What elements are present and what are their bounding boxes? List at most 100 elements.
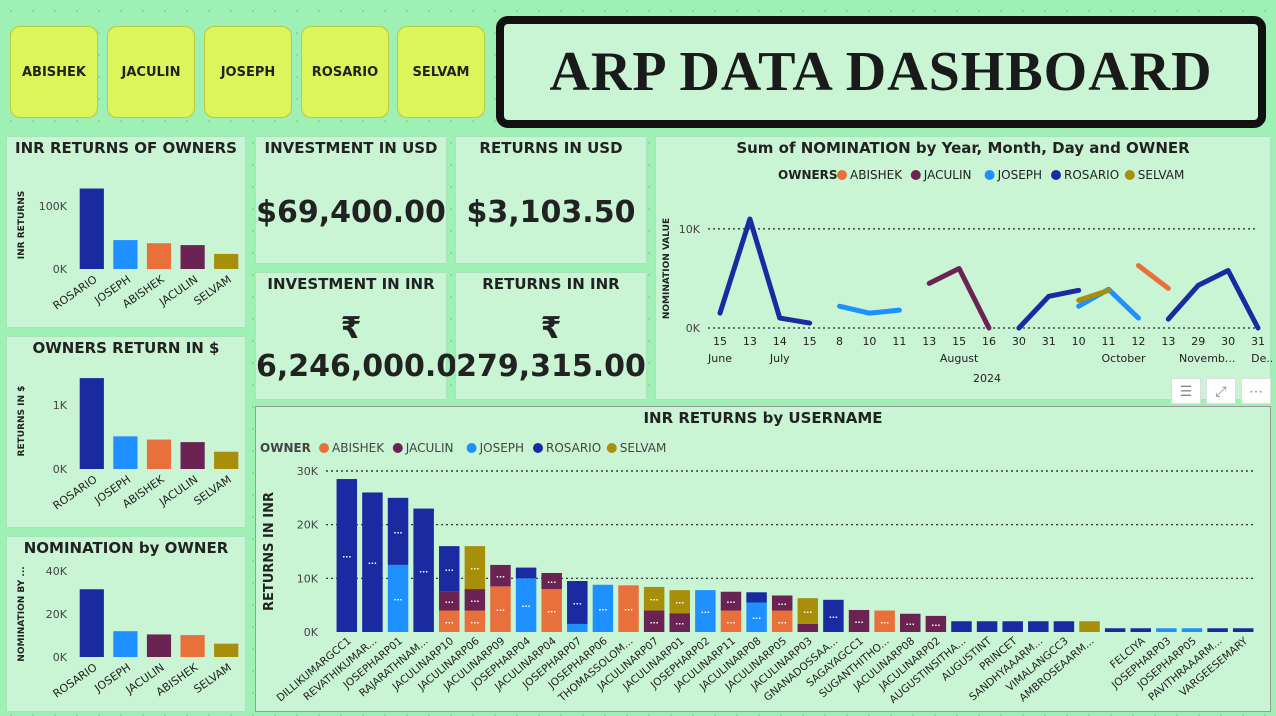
bar [113, 436, 138, 469]
x-tick-label: 30 [1221, 335, 1235, 348]
bar-segment [951, 621, 972, 632]
y-tick-label: 0K [53, 651, 68, 664]
x-tick-label: 30 [1012, 335, 1026, 348]
bar [79, 188, 104, 269]
returns-inr-value: 279,315.00 [456, 349, 646, 384]
legend-marker [1051, 170, 1061, 180]
data-label-placeholder: ... [675, 618, 684, 627]
legend-label: ABISHEK [332, 441, 385, 455]
bar-segment [1207, 628, 1228, 632]
x-tick-label: ROSARIO [51, 273, 100, 313]
bar-segment [541, 589, 562, 632]
data-label-placeholder: ... [445, 616, 454, 625]
year-label: 2024 [973, 372, 1001, 385]
returns-inr-card[interactable]: RETURNS IN INR ₹ 279,315.00 [455, 272, 647, 400]
x-tick-label: ROSARIO [51, 473, 100, 513]
legend-marker [606, 443, 617, 453]
bar [180, 442, 205, 469]
legend-label: SELVAM [620, 441, 667, 455]
owners-return-usd-panel[interactable]: OWNERS RETURN IN $ RETURNS IN $ 0K 1K ROSAR… [6, 336, 246, 528]
focus-mode-icon[interactable]: ⤢ [1206, 378, 1236, 404]
bar-segment [362, 492, 383, 632]
data-label-placeholder: ... [470, 595, 479, 604]
slicer-button-joseph[interactable]: JOSEPH [204, 26, 292, 118]
data-label-placeholder: ... [650, 616, 659, 625]
bar [146, 634, 172, 657]
y-axis-label: NOMINATION VALUE [662, 218, 672, 319]
inr-returns-owners-panel[interactable]: INR RETURNS OF OWNERS INR RETURNS 0K 100K R… [6, 136, 246, 328]
legend-marker [837, 170, 847, 180]
returns-usd-card[interactable]: RETURNS IN USD $3,103.50 [455, 136, 647, 264]
data-label-placeholder: ... [701, 606, 710, 615]
slicer-button-abishek[interactable]: ABISHEK [10, 26, 98, 118]
nomination-by-owner-chart: NOMINATION BY ... 0K20K40KROSARIOJOSEPHJA… [17, 565, 239, 701]
bar-segment [515, 578, 537, 632]
data-label-placeholder: ... [726, 596, 735, 605]
slicer-button-selvam[interactable]: SELVAM [397, 26, 485, 118]
returns-inr-title: RETURNS IN INR [482, 275, 620, 293]
bar [146, 243, 172, 269]
month-label: October [1101, 352, 1145, 365]
data-label-placeholder: ... [931, 619, 940, 628]
x-tick-label: ROSARIO [51, 661, 100, 701]
legend-label: JACULIN [923, 168, 972, 182]
nomination-by-owner-title: NOMINATION by OWNER [23, 539, 229, 557]
data-label-placeholder: ... [624, 604, 633, 613]
data-label-placeholder: ... [547, 606, 556, 615]
y-tick-label: 30K [297, 465, 319, 478]
legend-marker [466, 443, 477, 453]
bar-segment [439, 591, 460, 611]
bar [113, 240, 138, 269]
inr-returns-by-username-chart: OWNER ABISHEK JACULIN JOSEPH ROSARIO SELVAM RE… [260, 441, 1256, 706]
x-tick-label: 10 [1072, 335, 1086, 348]
legend-title: OWNER [260, 441, 311, 455]
inr-returns-by-username-panel[interactable]: INR RETURNS by USERNAME OWNER ABISHEK JACU… [255, 406, 1271, 712]
bar-segment [413, 508, 434, 632]
data-label-placeholder: ... [573, 597, 582, 606]
bar-segment [1156, 628, 1177, 632]
bar-segment [746, 602, 767, 632]
more-options-icon[interactable]: ⋯ [1241, 378, 1271, 404]
bar [214, 253, 239, 269]
legend-label: JOSEPH [997, 168, 1042, 182]
bar-segment [1181, 628, 1203, 632]
inr-returns-owners-chart: INR RETURNS0K100KROSARIOJOSEPHABISHEKJAC… [17, 188, 239, 313]
data-label-placeholder: ... [650, 594, 659, 603]
legend-label: SELVAM [1138, 168, 1185, 182]
investment-inr-card[interactable]: INVESTMENT IN INR ₹ 6,246,000.00 [255, 272, 478, 400]
nomination-by-owner-panel[interactable]: NOMINATION by OWNER NOMINATION BY ... 0K 2… [6, 536, 246, 712]
bar-segment [643, 610, 665, 632]
returns-usd-title: RETURNS IN USD [479, 139, 623, 157]
data-label-placeholder: ... [547, 576, 556, 585]
slicer-button-jaculin[interactable]: JACULIN [107, 26, 195, 118]
rupee-icon: ₹ [340, 311, 362, 346]
legend-label: ROSARIO [546, 441, 601, 455]
bar-segment [541, 572, 562, 590]
bar-segment [720, 591, 742, 611]
data-label-placeholder: ... [829, 611, 838, 620]
data-label-placeholder: ... [522, 600, 531, 609]
data-label-placeholder: ... [675, 597, 684, 606]
bar-segment [464, 610, 486, 632]
month-label: De... [1251, 352, 1272, 365]
series-line [1165, 268, 1261, 331]
x-tick-label: 13 [743, 335, 757, 348]
x-tick-label: 11 [892, 335, 906, 348]
bar-segment [797, 623, 819, 632]
data-label-placeholder: ... [393, 593, 402, 602]
series-line [1076, 286, 1141, 321]
nomination-timeline-panel[interactable]: Sum of NOMINATION by Year, Month, Day an… [655, 136, 1272, 400]
data-label-placeholder: ... [778, 616, 787, 625]
data-label-placeholder: ... [752, 612, 761, 621]
filter-icon[interactable]: ☰ [1171, 378, 1201, 404]
bar-segment [464, 546, 486, 590]
y-axis-label: INR RETURNS [17, 191, 27, 259]
legend-marker [910, 170, 921, 180]
x-tick-label: SELVAM [191, 273, 233, 308]
investment-usd-card[interactable]: INVESTMENT IN USD $69,400.00 [255, 136, 447, 264]
legend-label: ABISHEK [850, 168, 903, 182]
slicer-button-rosario[interactable]: ROSARIO [301, 26, 389, 118]
x-tick-label: 15 [803, 335, 817, 348]
bar-segment [771, 595, 793, 611]
x-tick-label: 15 [713, 335, 727, 348]
